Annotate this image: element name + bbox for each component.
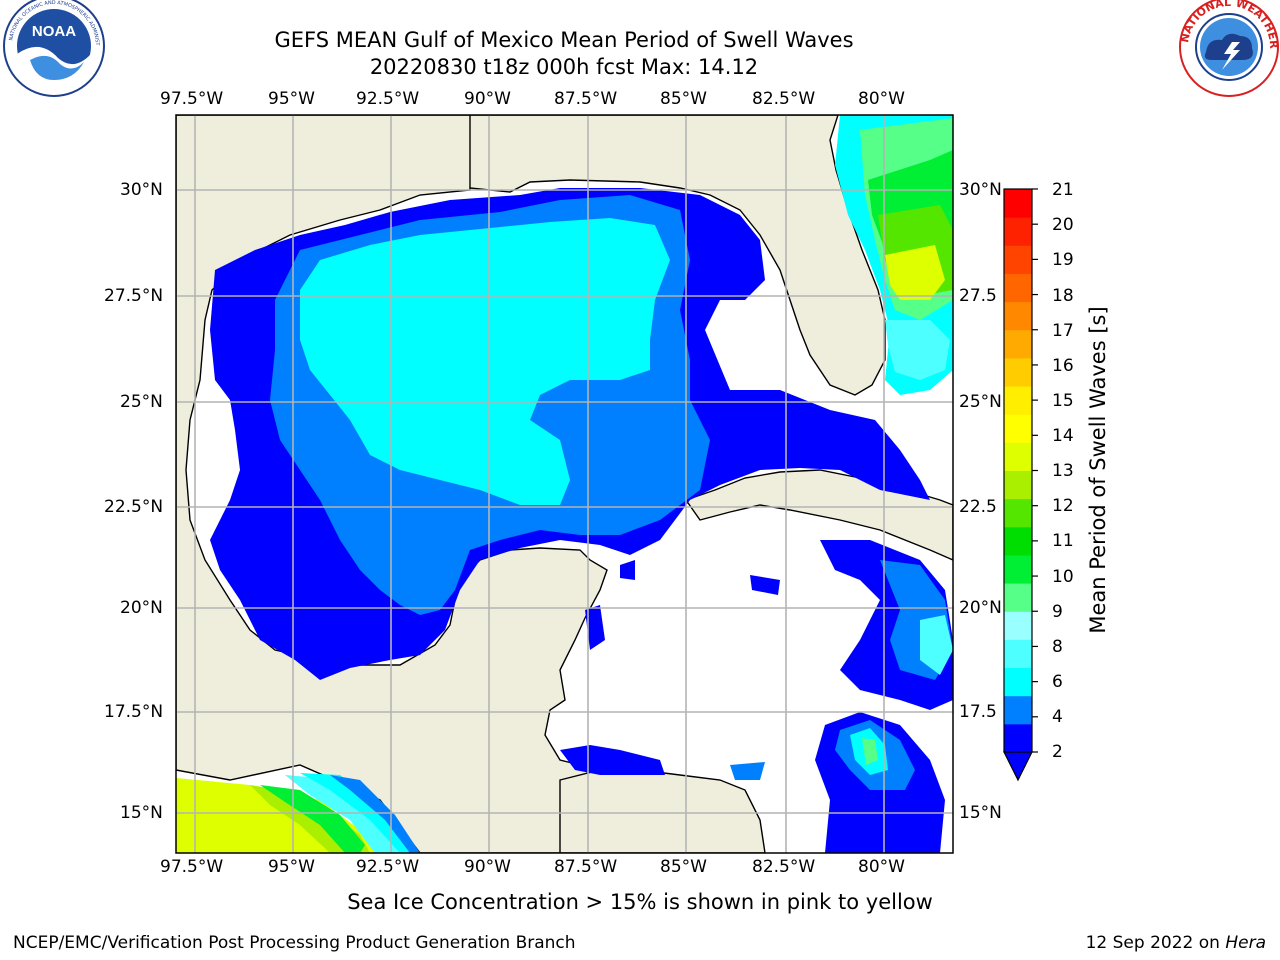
- lon-label: 92.5°W: [356, 857, 420, 877]
- wave-field: [176, 115, 953, 853]
- colorbar-tick-label: 13: [1052, 461, 1074, 481]
- lat-label: 30°N: [959, 180, 1002, 200]
- colorbar-segment: [1004, 554, 1032, 584]
- colorbar-tick-label: 19: [1052, 250, 1074, 270]
- lat-label: 22.5°N: [104, 497, 164, 517]
- sea-ice-note: Sea Ice Concentration > 15% is shown in …: [347, 890, 933, 914]
- colorbar-tick-label: 6: [1052, 672, 1063, 692]
- lon-label: 97.5°W: [160, 857, 224, 877]
- colorbar-tick-label: 18: [1052, 286, 1074, 306]
- colorbar-tick-label: 16: [1052, 356, 1074, 376]
- colorbar-tick-label: 8: [1052, 637, 1063, 657]
- graticule: [176, 115, 953, 853]
- colorbar-segment: [1004, 273, 1032, 303]
- colorbar-segment: [1004, 723, 1032, 753]
- lon-label: 95°W: [268, 89, 315, 109]
- svg-text:NOAA: NOAA: [32, 23, 76, 40]
- lon-label: 80°W: [858, 857, 905, 877]
- colorbar-tick-label: 9: [1052, 602, 1063, 622]
- colorbar-tick-label: 12: [1052, 496, 1074, 516]
- map-title: GEFS MEAN Gulf of Mexico Mean Period of …: [274, 28, 854, 52]
- lat-label: 30°N: [120, 180, 163, 200]
- colorbar-segment: [1004, 329, 1032, 359]
- lat-label: 27.5°N: [104, 286, 164, 306]
- lon-label: 85°W: [660, 89, 707, 109]
- lon-label: 85°W: [660, 857, 707, 877]
- colorbar-tick-label: 4: [1052, 707, 1063, 727]
- colorbar-segment: [1004, 583, 1032, 612]
- colorbar-segment: [1004, 414, 1032, 443]
- colorbar-tick-label: 2: [1052, 742, 1063, 762]
- lat-label: 17.5: [959, 702, 997, 722]
- colorbar-segment: [1004, 695, 1032, 725]
- colorbar-tick-label: 10: [1052, 567, 1074, 587]
- lon-label: 90°W: [464, 89, 511, 109]
- lat-label: 25°N: [959, 392, 1002, 412]
- colorbar-tick-label: 11: [1052, 531, 1074, 551]
- lat-label: 20°N: [959, 598, 1002, 618]
- lon-label: 82.5°W: [752, 857, 816, 877]
- lon-label: 87.5°W: [554, 857, 618, 877]
- lat-label: 22.5: [959, 497, 997, 517]
- colorbar-segment: [1004, 386, 1032, 415]
- colorbar-segment: [1004, 611, 1032, 640]
- lat-label: 17.5°N: [104, 702, 164, 722]
- colorbar-tick-label: 14: [1052, 426, 1074, 446]
- colorbar-segment: [1004, 639, 1032, 669]
- footer-branch: NCEP/EMC/Verification Post Processing Pr…: [13, 933, 576, 953]
- colorbar-segment: [1004, 498, 1032, 528]
- land-cuba: [684, 469, 953, 561]
- lat-label: 25°N: [120, 392, 163, 412]
- lat-label: 20°N: [120, 598, 163, 618]
- lon-label: 80°W: [858, 89, 905, 109]
- noaa-logo: NOAA NATIONAL OCEANIC AND ATMOSPHERIC AD…: [0, 0, 105, 97]
- colorbar-segment: [1004, 442, 1032, 471]
- colorbar-segment: [1004, 189, 1032, 218]
- colorbar-segment: [1004, 301, 1032, 331]
- colorbar-segment: [1004, 217, 1032, 246]
- lon-label: 87.5°W: [554, 89, 618, 109]
- lon-label: 97.5°W: [160, 89, 224, 109]
- colorbar-segment: [1004, 245, 1032, 274]
- colorbar-extend-triangle: [1003, 751, 1033, 782]
- lat-label: 15°N: [959, 803, 1002, 823]
- colorbar-label: Mean Period of Swell Waves [s]: [1086, 306, 1110, 634]
- nws-logo: NATIONAL WEATHER SERVICE: [0, 0, 1280, 97]
- colorbar-tick-label: 15: [1052, 391, 1074, 411]
- colorbar-tick-label: 20: [1052, 215, 1074, 235]
- lon-label: 92.5°W: [356, 89, 420, 109]
- colorbar-segment: [1004, 470, 1032, 500]
- colorbar-segment: [1004, 526, 1032, 556]
- map-frame: [175, 114, 954, 854]
- lat-label: 27.5: [959, 286, 997, 306]
- lon-label: 90°W: [464, 857, 511, 877]
- lat-label: 15°N: [120, 803, 163, 823]
- colorbar-segment: [1004, 667, 1032, 697]
- map-area: [176, 115, 953, 853]
- footer-date: 12 Sep 2022 on Hera: [1085, 933, 1266, 953]
- svg-text:NATIONAL WEATHER SERVICE: NATIONAL WEATHER SERVICE: [0, 0, 1280, 50]
- colorbar-tick-label: 17: [1052, 321, 1074, 341]
- lon-label: 82.5°W: [752, 89, 816, 109]
- map-subtitle: 20220830 t18z 000h fcst Max: 14.12: [369, 55, 759, 79]
- lon-label: 95°W: [268, 857, 315, 877]
- colorbar: [1003, 188, 1038, 782]
- colorbar-segment: [1004, 357, 1032, 387]
- colorbar-tick-label: 21: [1052, 180, 1074, 200]
